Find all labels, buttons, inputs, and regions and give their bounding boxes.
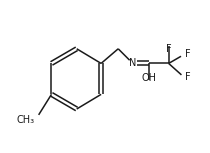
- Text: F: F: [185, 49, 190, 60]
- Text: F: F: [185, 72, 190, 82]
- Text: N: N: [129, 58, 136, 68]
- Text: OH: OH: [142, 73, 157, 83]
- Text: CH₃: CH₃: [16, 115, 34, 125]
- Text: F: F: [166, 44, 172, 54]
